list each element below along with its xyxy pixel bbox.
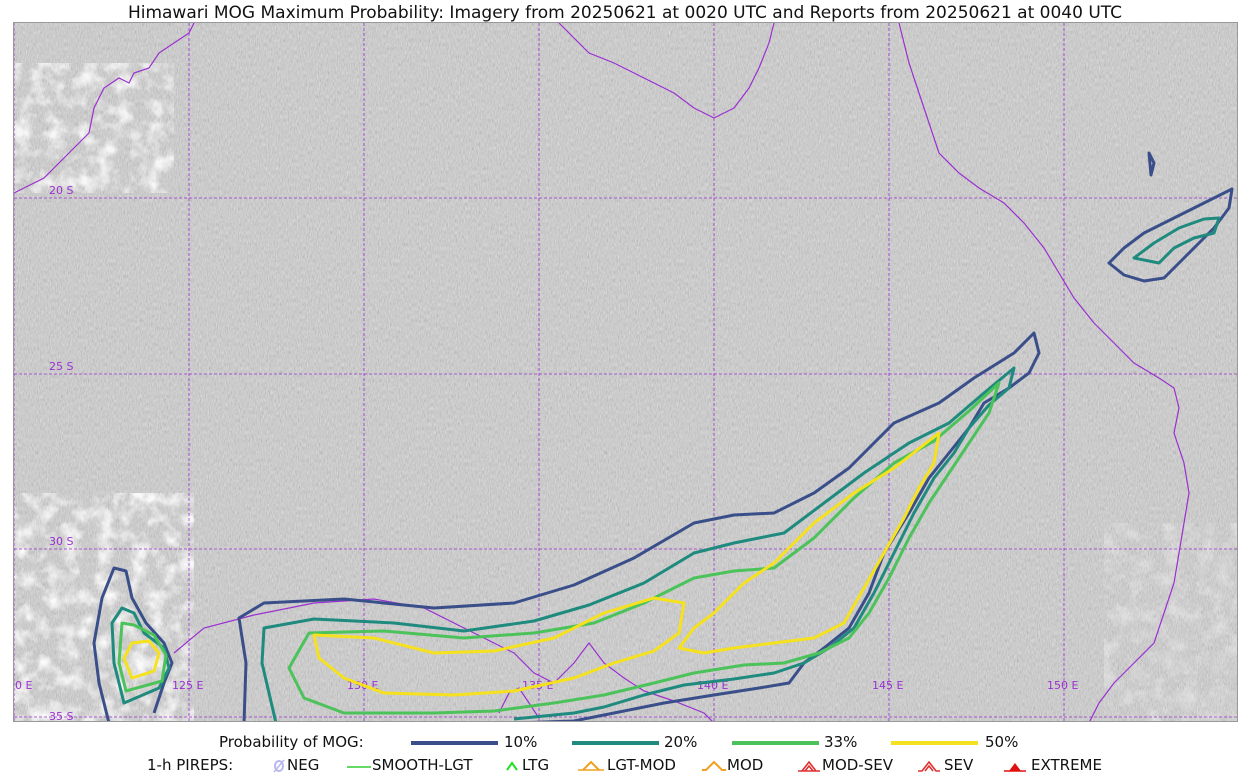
coastline-gulf [558,23,775,119]
lat-label: 35 S [49,710,73,722]
contour-33pct-main [287,381,1001,715]
pirep-label-mod-sev: MOD-SEV [822,756,893,774]
coastline-northwest [14,23,195,194]
lon-label: 150 E [1047,679,1078,692]
lat-label: 20 S [49,184,73,197]
contour-10pct-west [92,566,174,721]
legend-swatch-50pct [891,741,978,745]
mod-icon [702,760,726,771]
lon-label: 120 E [14,679,32,692]
legend-label-50pct: 50% [985,733,1019,751]
contour-10pct-small [1147,151,1156,177]
neg-icon [273,759,285,773]
mog-contours [92,151,1234,721]
lat-label: 30 S [49,535,73,548]
pirep-label-extreme: EXTREME [1031,756,1102,774]
coastline-cape-york [898,23,1190,721]
probability-legend: Probability of MOG: 10% 20% 33% 50% [0,733,1250,753]
contour-20pct-east [1132,216,1221,265]
lat-label: 25 S [49,360,73,373]
cloud-patch-southwest [14,493,194,721]
pireps-legend: 1-h PIREPS: NEG SMOOTH-LGT LTG LGT-MOD M… [0,756,1250,776]
coastline-gulf-south [498,687,540,719]
contour-50pct-west [122,639,161,680]
pirep-label-smooth-lgt: SMOOTH-LGT [372,756,473,774]
lgt-mod-icon [578,760,604,771]
page-title: Himawari MOG Maximum Probability: Imager… [127,3,1123,23]
probability-legend-label: Probability of MOG: [219,733,364,751]
contour-20pct-main [260,366,1016,721]
legend-swatch-20pct [572,741,659,745]
sev-icon [918,760,940,772]
contour-20pct-west [110,606,171,705]
legend-swatch-33pct [732,741,819,745]
map-canvas: 20 S 25 S 30 S 35 S 120 E 125 E 130 E 13… [14,23,1237,722]
contour-33pct-west [117,621,168,693]
pirep-label-mod: MOD [727,756,764,774]
cloud-patch-southeast [1104,523,1237,721]
satellite-map[interactable]: 20 S 25 S 30 S 35 S 120 E 125 E 130 E 13… [13,22,1238,722]
legend-swatch-10pct [411,741,498,745]
pirep-label-ltg: LTG [522,756,550,774]
legend-label-33pct: 33% [824,733,858,751]
ltg-icon [506,761,518,771]
extreme-icon [1004,763,1026,772]
contour-10pct-east [1107,187,1234,283]
graticule [14,23,1237,721]
contour-10pct-main [237,331,1041,721]
contour-50pct-main [312,596,686,697]
pirep-label-lgt-mod: LGT-MOD [607,756,676,774]
contour-50pct-east [677,431,941,655]
imagery-texture [14,23,1237,721]
pirep-label-sev: SEV [944,756,974,774]
graticule-labels: 20 S 25 S 30 S 35 S 120 E 125 E 130 E 13… [14,184,1078,722]
legend-label-20pct: 20% [664,733,698,751]
lon-label: 145 E [872,679,903,692]
smooth-lgt-icon [347,766,371,768]
lon-label: 125 E [172,679,203,692]
pirep-label-neg: NEG [287,756,320,774]
cloud-patch-northwest [14,63,174,193]
pireps-legend-label: 1-h PIREPS: [147,756,234,774]
mod-sev-icon [798,760,820,772]
legend-label-10pct: 10% [504,733,538,751]
